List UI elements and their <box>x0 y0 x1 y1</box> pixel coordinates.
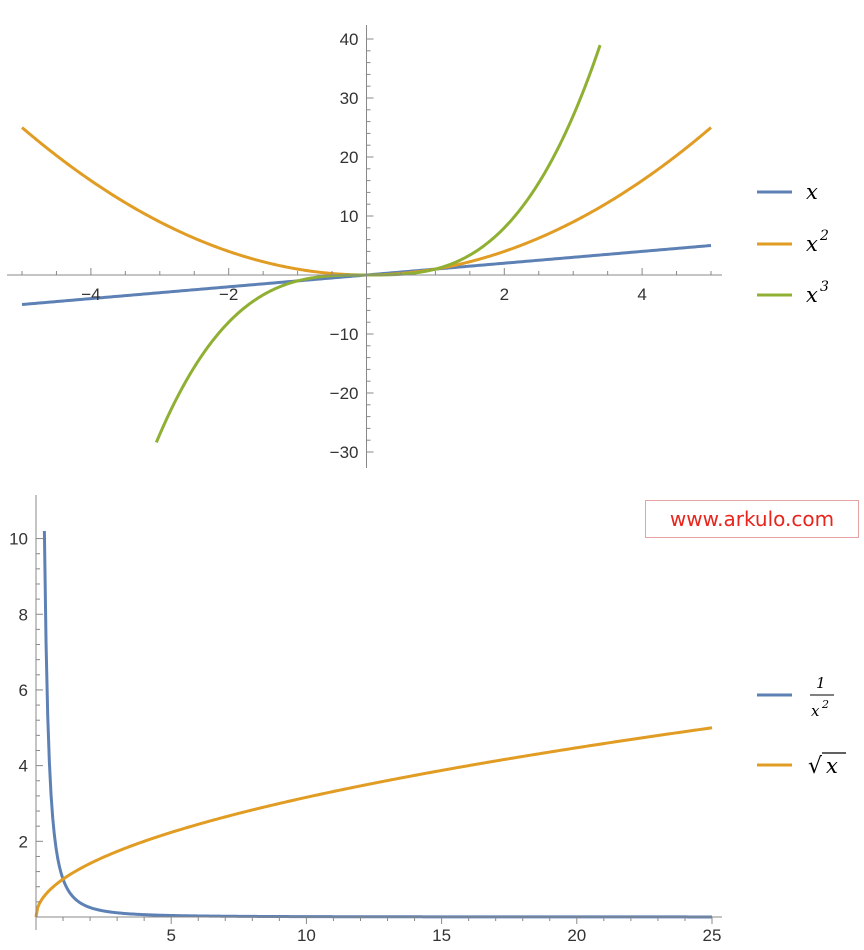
x-tick-label: 20 <box>567 926 586 945</box>
legend-label-sqrt-radical: √ <box>808 754 823 779</box>
x-tick-label: 5 <box>166 926 175 945</box>
y-tick-label: 6 <box>19 681 28 700</box>
x-tick-label: 25 <box>703 926 722 945</box>
y-tick-label: −20 <box>330 384 359 403</box>
x-tick-label: −2 <box>219 285 238 304</box>
watermark-text: www.arkulo.com <box>669 507 835 531</box>
legend-top: x x 2 x 3 <box>757 180 829 307</box>
y-tick-label: 40 <box>340 30 359 49</box>
legend-label-inverse-square-numerator: 1 <box>816 674 826 692</box>
series-line-x-cubed <box>154 44 602 443</box>
legend-label-inverse-square-exponent: 2 <box>821 698 829 711</box>
y-tick-label: −10 <box>330 325 359 344</box>
x-tick-label: −4 <box>81 285 100 304</box>
y-tick-label: 4 <box>19 757 28 776</box>
y-tick-label: −30 <box>330 443 359 462</box>
y-tick-label: 8 <box>19 605 28 624</box>
chart-top: −4 −2 2 4 −30 −20 −10 10 20 30 40 <box>7 25 722 468</box>
legend-item-x2: x 2 <box>757 228 829 256</box>
legend-label-x3-exponent: 3 <box>820 279 829 295</box>
watermark-badge: www.arkulo.com <box>645 500 859 538</box>
chart-bottom: 5 10 15 20 25 2 4 6 8 10 <box>9 495 722 945</box>
x-tick-label: 15 <box>432 926 451 945</box>
y-tick-label: 30 <box>340 89 359 108</box>
legend-bottom: 1 x 2 √ x <box>757 674 846 779</box>
legend-label-x: x <box>806 180 818 204</box>
legend-item-x3: x 3 <box>757 279 829 307</box>
series-line-inverse-square <box>42 530 712 919</box>
y-tick-label: 20 <box>340 148 359 167</box>
x-tick-label: 4 <box>637 285 646 304</box>
legend-label-x2-base: x <box>806 232 818 256</box>
legend-label-sqrt-radicand: x <box>826 754 838 778</box>
series-line-sqrt-x <box>34 726 713 918</box>
legend-item-inverse-square: 1 x 2 <box>757 674 834 720</box>
legend-label-x3-base: x <box>806 283 818 307</box>
y-tick-label: 10 <box>340 207 359 226</box>
x-tick-label: 2 <box>500 285 509 304</box>
legend-label-inverse-square-denominator: x <box>811 702 820 720</box>
x-tick-label: 10 <box>297 926 316 945</box>
y-tick-label: 2 <box>19 832 28 851</box>
y-tick-label: 10 <box>9 530 28 549</box>
legend-item-sqrt: √ x <box>757 752 846 779</box>
legend-label-x2-exponent: 2 <box>819 228 829 244</box>
legend-item-x: x <box>757 180 818 204</box>
